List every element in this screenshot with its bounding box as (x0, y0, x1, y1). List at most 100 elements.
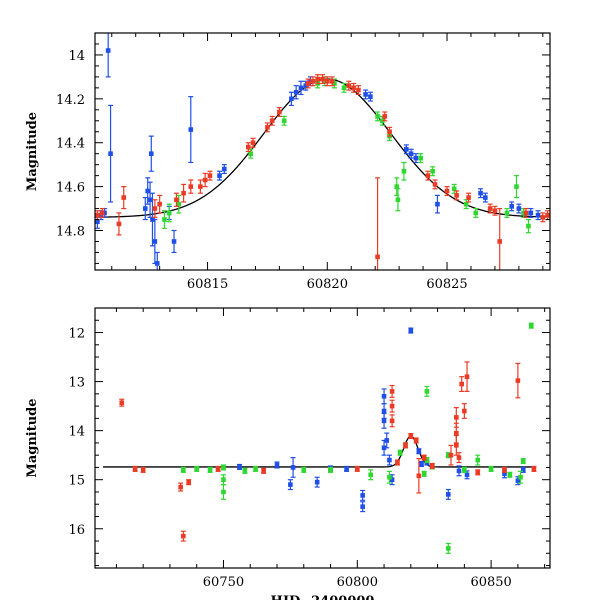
marker (523, 210, 529, 216)
marker (389, 389, 395, 394)
marker (154, 261, 160, 266)
data-point (408, 432, 414, 440)
data-point (389, 414, 395, 428)
data-point (207, 466, 213, 473)
data-point (497, 207, 503, 270)
data-point (105, 33, 111, 78)
marker (535, 212, 541, 218)
marker (221, 489, 226, 495)
marker (430, 168, 435, 174)
marker (531, 466, 537, 472)
marker (166, 210, 172, 216)
data-point (513, 175, 519, 199)
data-point (389, 399, 395, 413)
marker (504, 210, 510, 216)
data-point (531, 465, 537, 472)
data-point (397, 449, 403, 456)
data-point (416, 458, 422, 494)
marker (121, 195, 127, 200)
data-point (461, 403, 467, 419)
marker (421, 471, 427, 477)
marker (416, 473, 422, 479)
marker (328, 467, 333, 473)
model-curve (95, 78, 550, 218)
data-point (535, 210, 541, 221)
data-point (386, 470, 392, 484)
marker (221, 465, 226, 470)
marker (528, 210, 534, 216)
marker (483, 195, 488, 200)
data-point (382, 111, 388, 122)
data-point (180, 466, 186, 473)
marker (207, 173, 213, 178)
data-point (445, 488, 451, 500)
data-point (453, 434, 459, 456)
data-point (269, 115, 275, 126)
marker (456, 468, 462, 474)
data-point (507, 471, 513, 478)
marker (432, 182, 438, 187)
marker (274, 462, 280, 468)
data-point (301, 466, 307, 473)
marker (384, 438, 390, 443)
marker (444, 188, 450, 194)
data-point (540, 212, 546, 223)
data-point (487, 203, 493, 214)
data-point (166, 203, 172, 223)
marker (277, 109, 282, 115)
data-point (448, 444, 454, 466)
marker (207, 467, 213, 473)
data-point (523, 207, 529, 218)
axes-frame (94, 307, 551, 569)
series-blue (237, 327, 526, 513)
data-point (418, 153, 424, 164)
data-point (416, 448, 422, 455)
marker (314, 479, 320, 485)
data-point (310, 76, 316, 87)
data-point (298, 80, 304, 96)
data-point (425, 170, 431, 181)
marker (424, 457, 430, 463)
marker (148, 151, 154, 156)
data-point (451, 183, 457, 194)
marker (221, 477, 226, 482)
data-point (525, 218, 531, 234)
marker (401, 168, 407, 174)
marker (520, 467, 526, 473)
marker (387, 457, 392, 463)
data-point (329, 76, 335, 87)
marker (445, 492, 451, 497)
marker (408, 433, 414, 439)
data-point (281, 115, 287, 126)
marker (424, 389, 430, 394)
marker (162, 217, 167, 222)
data-point (253, 465, 259, 472)
marker (413, 155, 419, 161)
marker (497, 239, 503, 244)
marker (382, 114, 388, 119)
data-point (351, 82, 357, 93)
marker (454, 443, 459, 448)
marker (381, 418, 387, 424)
marker (448, 452, 454, 458)
data-point (197, 179, 203, 194)
data-point (367, 91, 373, 102)
marker (463, 201, 469, 207)
marker (108, 151, 113, 156)
marker (540, 215, 546, 220)
data-point (454, 190, 460, 201)
data-point (482, 192, 488, 203)
marker (389, 418, 395, 424)
data-point (108, 104, 114, 203)
marker (303, 83, 309, 88)
data-point (413, 153, 419, 164)
data-point (520, 466, 526, 473)
marker (95, 212, 100, 218)
marker (397, 450, 403, 456)
marker (281, 118, 287, 124)
data-point (403, 144, 409, 155)
marker (222, 166, 227, 172)
data-point (389, 384, 395, 398)
marker (403, 443, 408, 448)
data-point (515, 362, 521, 399)
